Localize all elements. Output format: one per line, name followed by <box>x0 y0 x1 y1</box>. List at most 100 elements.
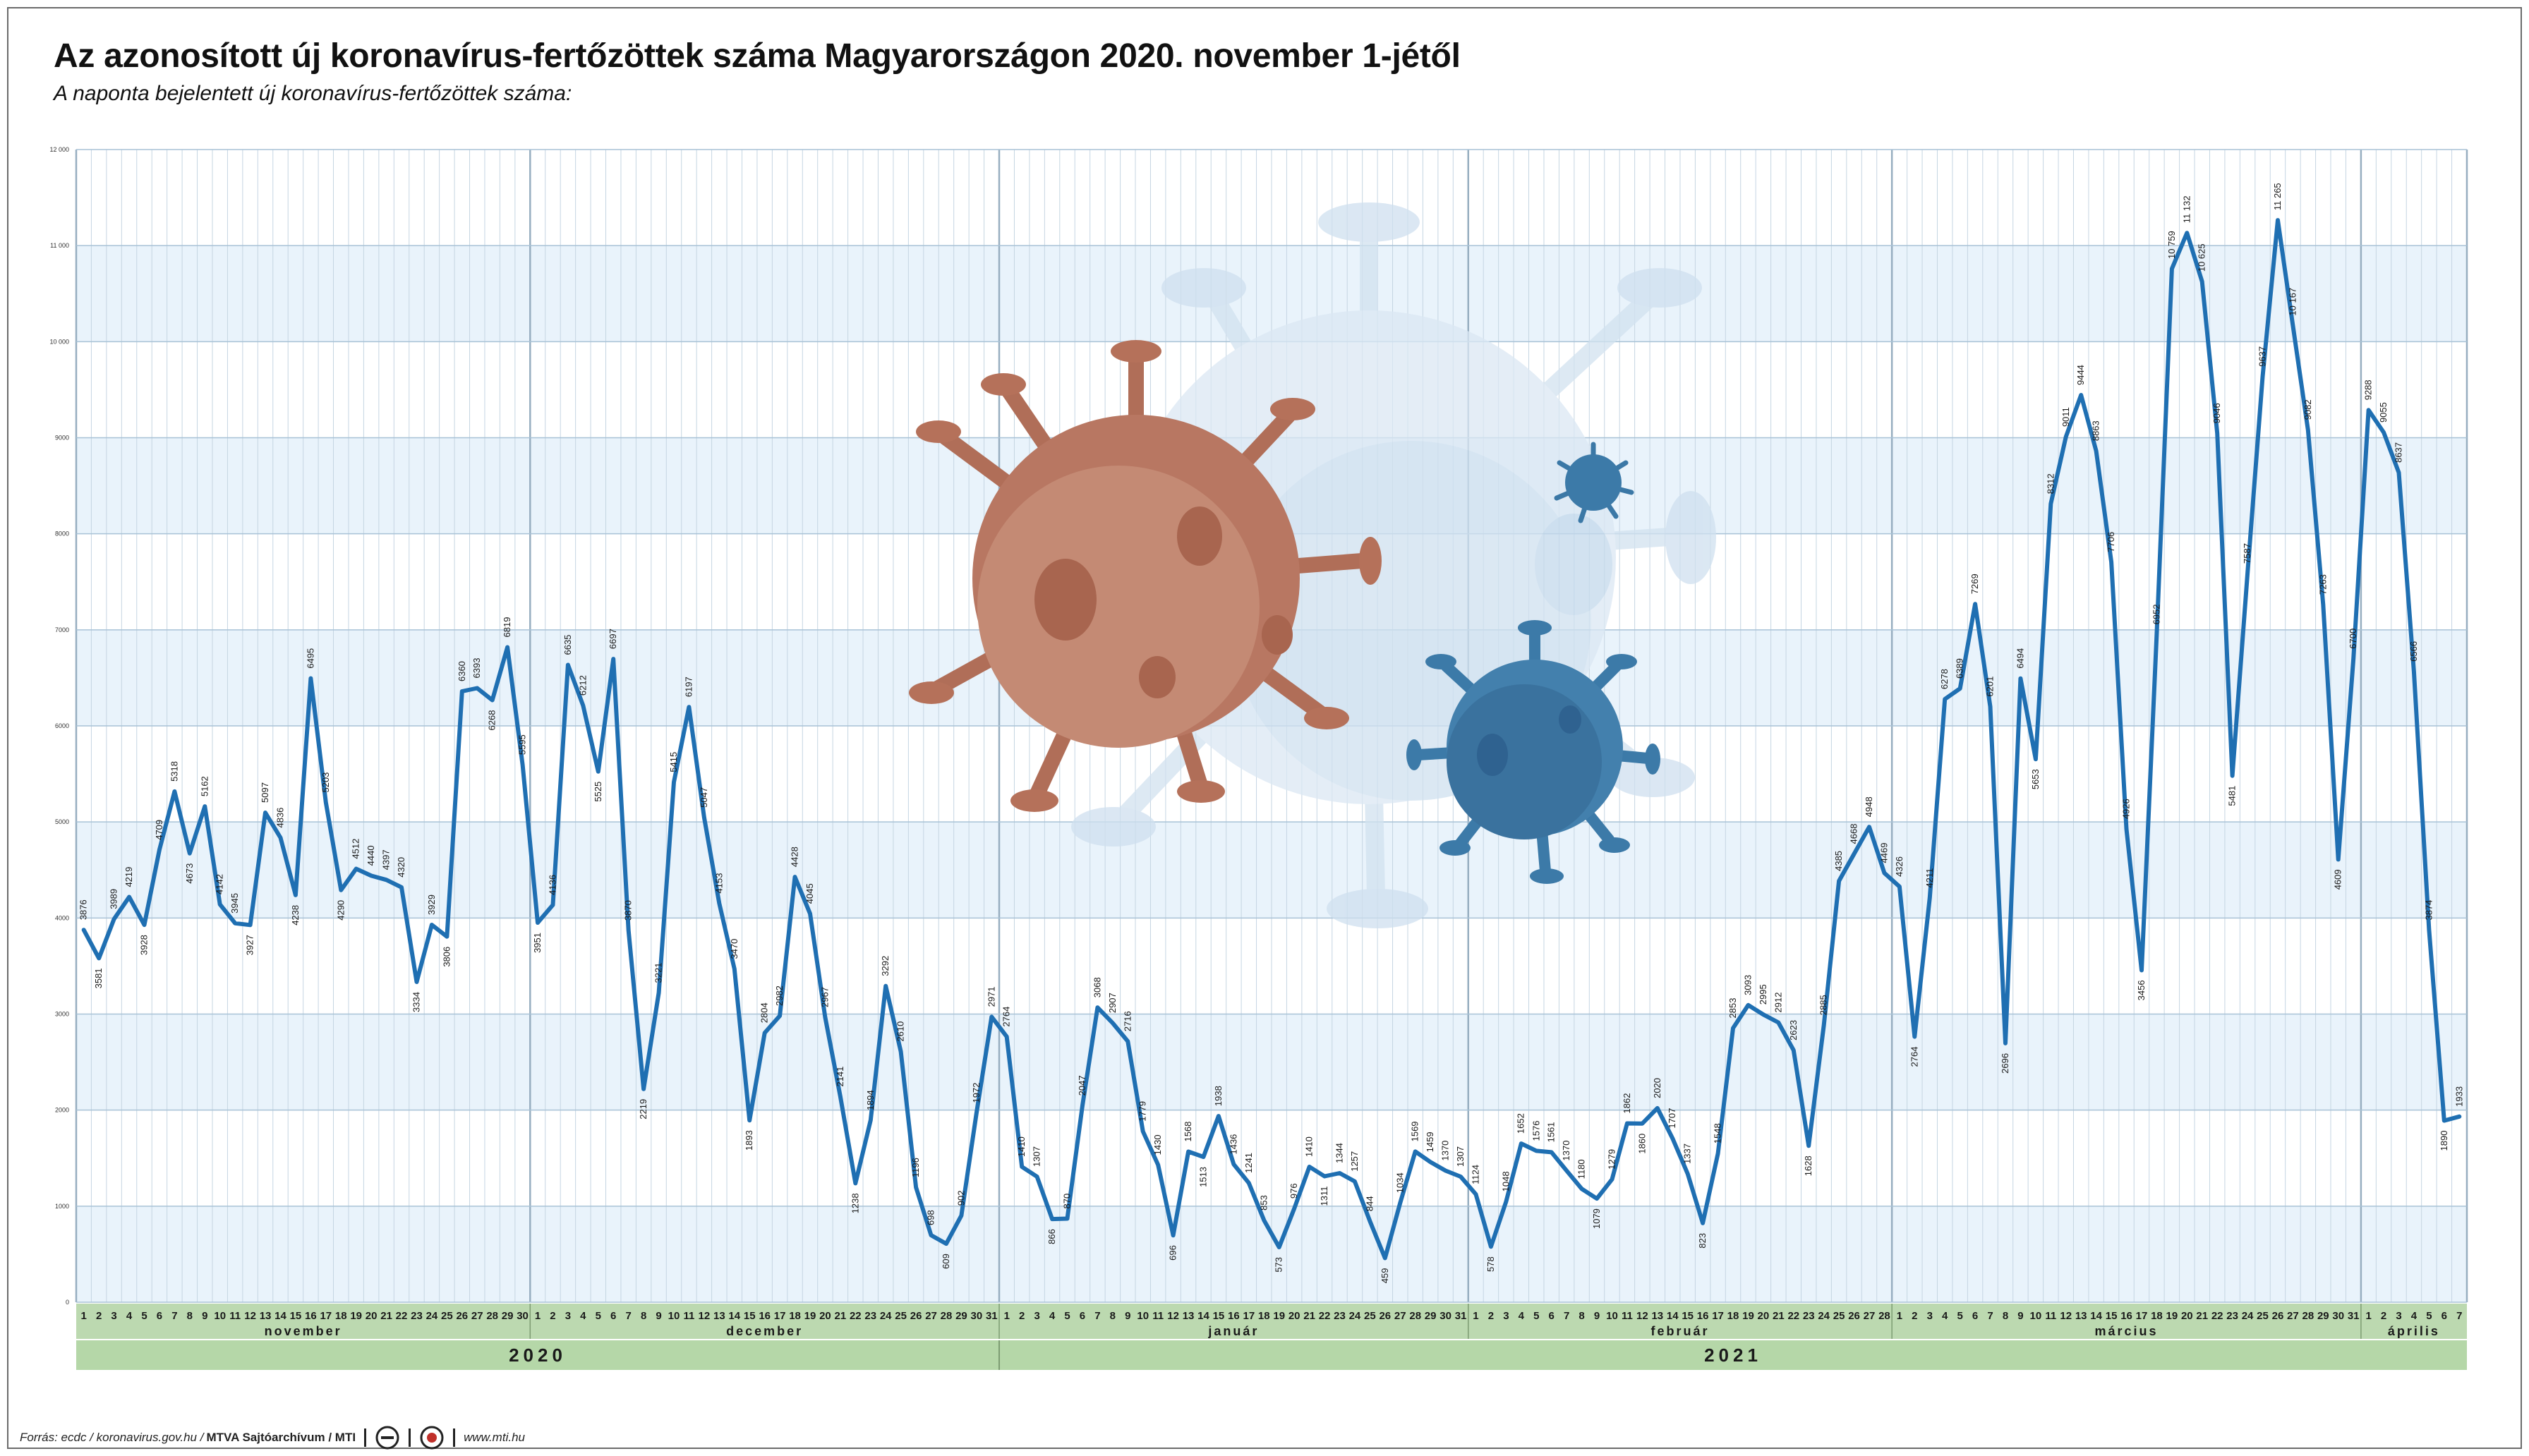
day-label: 16 <box>2120 1310 2132 1322</box>
day-label: 17 <box>2136 1310 2148 1322</box>
day-label: 7 <box>1564 1310 1569 1322</box>
day-label: 19 <box>1273 1310 1285 1322</box>
day-label: 29 <box>502 1310 514 1322</box>
day-label: 5 <box>2426 1310 2432 1322</box>
day-label: 3 <box>1034 1310 1039 1322</box>
day-label: 4 <box>580 1310 586 1322</box>
data-label: 4440 <box>366 845 376 866</box>
day-label: 28 <box>941 1310 953 1322</box>
day-label: 24 <box>1818 1310 1830 1322</box>
data-label: 2610 <box>895 1021 906 1042</box>
day-label: 20 <box>2181 1310 2193 1322</box>
day-label: 9 <box>1594 1310 1600 1322</box>
day-label: 25 <box>2257 1310 2269 1322</box>
y-tick-label: 3000 <box>55 1011 69 1018</box>
day-label: 10 <box>214 1310 226 1322</box>
day-label: 24 <box>426 1310 438 1322</box>
data-label: 4926 <box>2121 799 2132 819</box>
day-label: 28 <box>1878 1310 1890 1322</box>
data-label: 11 132 <box>2181 195 2192 223</box>
data-label: 2141 <box>835 1067 845 1087</box>
data-label: 6393 <box>471 658 482 679</box>
day-label: 11 <box>1622 1310 1633 1322</box>
day-label: 15 <box>290 1310 302 1322</box>
day-label: 8 <box>187 1310 193 1322</box>
day-label: 25 <box>1833 1310 1845 1322</box>
data-label: 4211 <box>1924 868 1935 888</box>
day-label: 2 <box>1912 1310 1917 1322</box>
data-label: 1561 <box>1546 1122 1557 1142</box>
data-label: 1410 <box>1016 1136 1027 1157</box>
day-label: 9 <box>202 1310 207 1322</box>
day-label: 15 <box>2106 1310 2118 1322</box>
data-label: 9046 <box>2211 403 2222 423</box>
day-label: 14 <box>728 1310 740 1322</box>
data-label: 609 <box>941 1254 951 1269</box>
day-label: 12 <box>1636 1310 1648 1322</box>
source-credit: Forrás: ecdc / koronavirus.gov.hu / MTVA… <box>20 1425 525 1450</box>
data-label: 573 <box>1274 1257 1284 1273</box>
y-tick-label: 8000 <box>55 530 69 538</box>
day-label: 21 <box>380 1310 392 1322</box>
day-label: 23 <box>2226 1310 2238 1322</box>
data-label: 3927 <box>245 935 255 955</box>
month-label: január <box>1207 1324 1259 1338</box>
data-label: 6197 <box>683 677 694 697</box>
day-label: 30 <box>2332 1310 2344 1322</box>
day-label: 14 <box>1667 1310 1679 1322</box>
data-label: 10 625 <box>2197 243 2207 272</box>
day-label: 3 <box>111 1310 116 1322</box>
day-label: 22 <box>396 1310 408 1322</box>
data-label: 4428 <box>789 847 799 867</box>
data-label: 4219 <box>123 867 134 887</box>
day-label: 21 <box>1303 1310 1315 1322</box>
day-label: 28 <box>1409 1310 1421 1322</box>
day-label: 1 <box>1473 1310 1478 1322</box>
day-label: 1 <box>1897 1310 1902 1322</box>
data-label: 3929 <box>426 894 437 915</box>
data-label: 9082 <box>2302 399 2313 420</box>
data-label: 7269 <box>1969 574 1980 594</box>
day-label: 7 <box>625 1310 631 1322</box>
day-label: 26 <box>1848 1310 1860 1322</box>
day-label: 26 <box>910 1310 922 1322</box>
website-link[interactable]: www.mti.hu <box>464 1431 525 1444</box>
data-label: 4948 <box>1864 796 1874 817</box>
day-label: 13 <box>260 1310 272 1322</box>
x-axis-year-labels: 2020 2021 <box>509 1345 1762 1366</box>
data-label: 578 <box>1485 1256 1496 1272</box>
day-label: 26 <box>456 1310 468 1322</box>
day-label: 22 <box>2211 1310 2223 1322</box>
day-label: 27 <box>2287 1310 2299 1322</box>
day-label: 9 <box>2017 1310 2023 1322</box>
day-label: 27 <box>925 1310 937 1322</box>
data-label: 3951 <box>532 933 543 953</box>
data-label: 1079 <box>1591 1208 1602 1229</box>
data-label: 4320 <box>396 857 406 878</box>
day-label: 6 <box>1080 1310 1085 1322</box>
day-label: 2 <box>2381 1310 2386 1322</box>
day-label: 14 <box>2090 1310 2102 1322</box>
data-label: 11 265 <box>2272 183 2283 210</box>
day-label: 22 <box>1319 1310 1331 1322</box>
data-label: 1436 <box>1228 1134 1238 1155</box>
data-label: 698 <box>925 1210 936 1225</box>
mtva-logo-icon <box>375 1426 399 1450</box>
year-label: 2021 <box>1704 1345 1762 1366</box>
data-label: 4153 <box>713 873 724 894</box>
data-label: 2020 <box>1652 1078 1662 1098</box>
data-label: 1972 <box>971 1083 982 1103</box>
day-label: 23 <box>1334 1310 1346 1322</box>
data-label: 2982 <box>774 985 785 1006</box>
day-label: 21 <box>1773 1310 1785 1322</box>
data-labels: 3876 3581 3989 4219 3928 4709 5318 4673 5162 4142… <box>78 183 2465 1283</box>
day-label: 4 <box>1942 1310 1948 1322</box>
day-label: 30 <box>517 1310 529 1322</box>
brown-virus-icon <box>909 340 1382 812</box>
day-label: 31 <box>986 1310 998 1322</box>
day-label: 8 <box>1110 1310 1116 1322</box>
data-label: 2907 <box>1107 993 1118 1013</box>
divider <box>453 1428 456 1447</box>
data-label: 9011 <box>2060 407 2071 427</box>
day-label: 4 <box>1049 1310 1056 1322</box>
